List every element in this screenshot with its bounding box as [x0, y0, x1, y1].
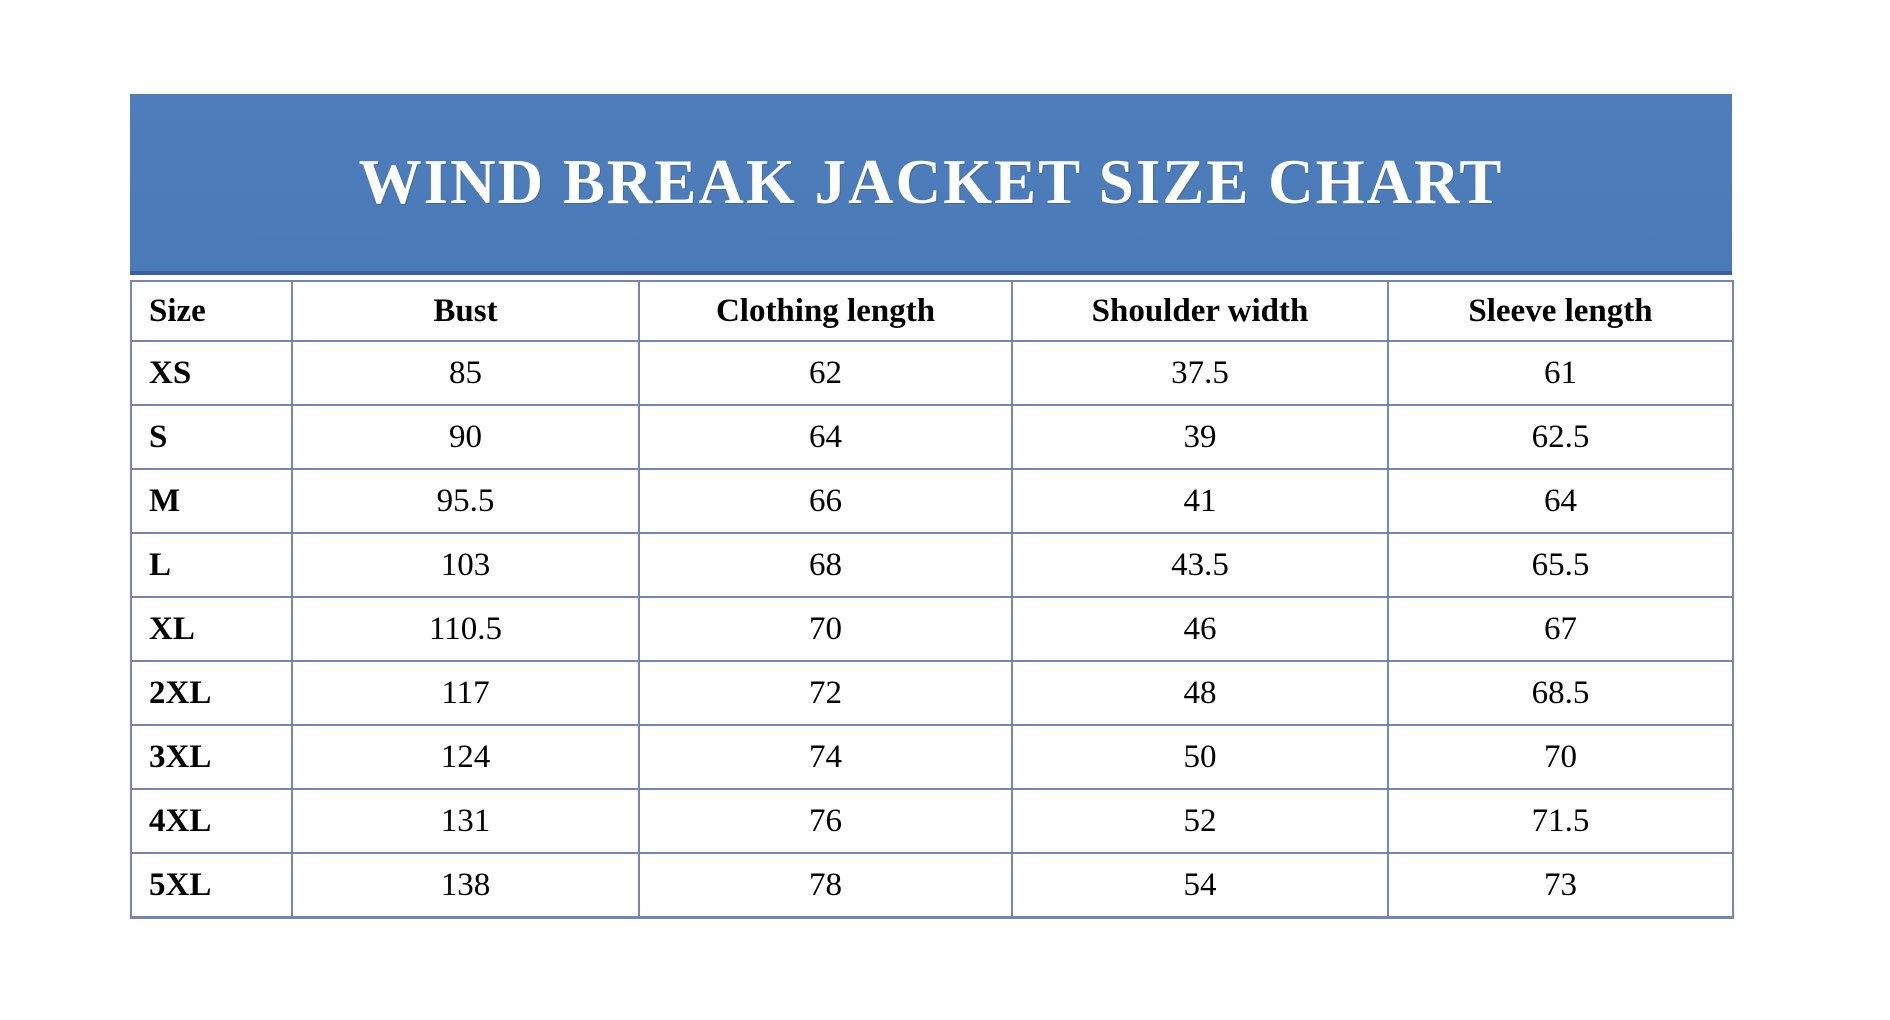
measurement-cell: 131: [291, 788, 640, 854]
table-row: S 90 64 39 62.5: [130, 404, 1734, 470]
measurement-cell: 73: [1387, 852, 1734, 919]
measurement-cell: 85: [291, 340, 640, 406]
measurement-cell: 62.5: [1387, 404, 1734, 470]
measurement-cell: 39: [1011, 404, 1389, 470]
measurement-cell: 138: [291, 852, 640, 919]
column-header: Shoulder width: [1011, 280, 1389, 342]
measurement-cell: 74: [638, 724, 1013, 790]
size-label-cell: 3XL: [130, 724, 293, 790]
table-header: Size Bust Clothing length Shoulder width Sle…: [130, 280, 1734, 342]
table-row: XS 85 62 37.5 61: [130, 340, 1734, 406]
size-label-cell: XS: [130, 340, 293, 406]
measurement-cell: 72: [638, 660, 1013, 726]
table-row: 5XL 138 78 54 73: [130, 852, 1734, 919]
table-body: XS 85 62 37.5 61 S 90 64 39 62.5 M 95.5 66 41 64 L 103 68…: [130, 340, 1734, 919]
measurement-cell: 41: [1011, 468, 1389, 534]
header-row: Size Bust Clothing length Shoulder width Sle…: [130, 280, 1734, 342]
column-header: Size: [130, 280, 293, 342]
size-label-cell: 2XL: [130, 660, 293, 726]
column-header: Sleeve length: [1387, 280, 1734, 342]
measurement-cell: 67: [1387, 596, 1734, 662]
measurement-cell: 110.5: [291, 596, 640, 662]
measurement-cell: 64: [1387, 468, 1734, 534]
measurement-cell: 66: [638, 468, 1013, 534]
size-label-cell: 4XL: [130, 788, 293, 854]
table-row: L 103 68 43.5 65.5: [130, 532, 1734, 598]
measurement-cell: 50: [1011, 724, 1389, 790]
measurement-cell: 90: [291, 404, 640, 470]
column-header: Clothing length: [638, 280, 1013, 342]
table-row: 2XL 117 72 48 68.5: [130, 660, 1734, 726]
size-label-cell: XL: [130, 596, 293, 662]
measurement-cell: 78: [638, 852, 1013, 919]
measurement-cell: 71.5: [1387, 788, 1734, 854]
measurement-cell: 103: [291, 532, 640, 598]
size-label-cell: 5XL: [130, 852, 293, 919]
measurement-cell: 43.5: [1011, 532, 1389, 598]
size-label-cell: S: [130, 404, 293, 470]
table-row: M 95.5 66 41 64: [130, 468, 1734, 534]
page-title: WIND BREAK JACKET SIZE CHART: [358, 147, 1504, 217]
measurement-cell: 70: [1387, 724, 1734, 790]
measurement-cell: 54: [1011, 852, 1389, 919]
table-row: 4XL 131 76 52 71.5: [130, 788, 1734, 854]
measurement-cell: 95.5: [291, 468, 640, 534]
measurement-cell: 37.5: [1011, 340, 1389, 406]
measurement-cell: 68: [638, 532, 1013, 598]
table-row: XL 110.5 70 46 67: [130, 596, 1734, 662]
measurement-cell: 52: [1011, 788, 1389, 854]
measurement-cell: 64: [638, 404, 1013, 470]
size-label-cell: M: [130, 468, 293, 534]
measurement-cell: 61: [1387, 340, 1734, 406]
table-row: 3XL 124 74 50 70: [130, 724, 1734, 790]
size-label-cell: L: [130, 532, 293, 598]
measurement-cell: 48: [1011, 660, 1389, 726]
measurement-cell: 62: [638, 340, 1013, 406]
measurement-cell: 76: [638, 788, 1013, 854]
measurement-cell: 70: [638, 596, 1013, 662]
measurement-cell: 68.5: [1387, 660, 1734, 726]
measurement-cell: 65.5: [1387, 532, 1734, 598]
title-banner: WIND BREAK JACKET SIZE CHART: [130, 94, 1732, 275]
measurement-cell: 124: [291, 724, 640, 790]
column-header: Bust: [291, 280, 640, 342]
size-chart-table: Size Bust Clothing length Shoulder width Sle…: [130, 280, 1734, 919]
measurement-cell: 46: [1011, 596, 1389, 662]
measurement-cell: 117: [291, 660, 640, 726]
